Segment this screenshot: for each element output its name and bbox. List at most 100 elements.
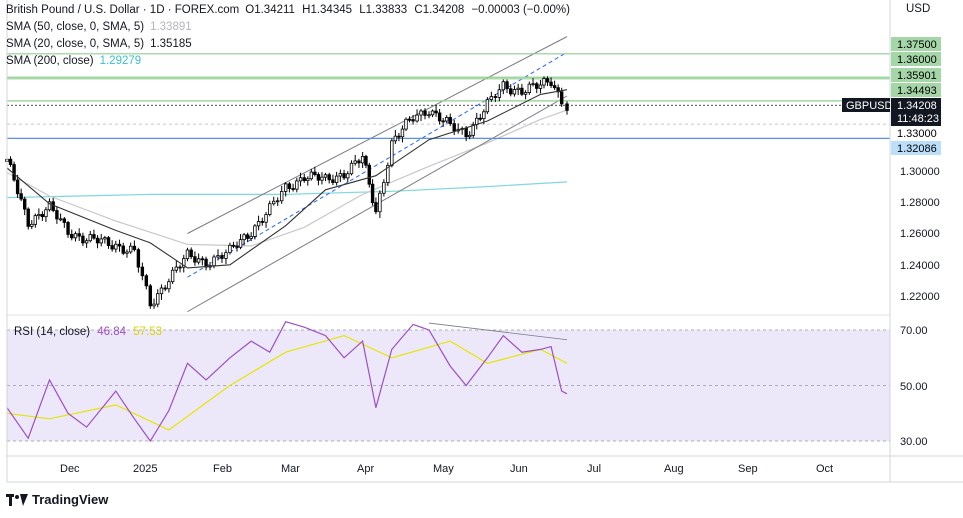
candle-up (485, 99, 490, 113)
candle-up (516, 87, 520, 90)
candle-up (279, 191, 284, 202)
rsi-lines (6, 320, 568, 443)
candle-up (497, 89, 502, 98)
sma200-value: 1.29279 (99, 55, 142, 67)
level-tag: 1.32086 (897, 143, 937, 155)
candle-down (140, 266, 145, 277)
sma200-label: SMA (200, close) (6, 55, 94, 67)
candle-down (231, 244, 236, 247)
level-tag-bg (891, 83, 941, 97)
candle-down (448, 117, 452, 125)
candle-down (331, 179, 335, 183)
candle-up (167, 281, 171, 290)
time-label: May (433, 463, 454, 475)
candle-up (467, 134, 472, 138)
sma50-line (6, 109, 568, 247)
sma20-value: 1.35185 (150, 38, 192, 50)
sma50-path (6, 109, 568, 247)
candle-down (441, 120, 445, 123)
candle-down (62, 218, 67, 223)
candle-down (505, 81, 509, 90)
sma20-line (6, 89, 568, 269)
candle-up (276, 200, 280, 203)
open-value: O1.34211 (245, 4, 295, 16)
candle-down (22, 198, 27, 210)
sma20-label: SMA (20, close, 0, SMA, 5) (6, 38, 145, 50)
candle-down (370, 183, 375, 204)
candle-down (434, 110, 438, 114)
tradingview-logo-icon (6, 493, 28, 506)
candle-up (390, 140, 394, 166)
candle-down (520, 87, 524, 95)
currency-label[interactable]: USD (906, 3, 931, 15)
high-value: H1.34345 (302, 4, 353, 16)
candle-up (264, 214, 268, 223)
time-label: Dec (60, 463, 80, 475)
candle-down (81, 235, 85, 244)
time-label: Sep (738, 463, 758, 475)
candle-up (501, 81, 506, 91)
symbol-title[interactable]: British Pound / U.S. Dollar · 1D · FOREX… (6, 4, 240, 16)
current-price-tag: 1.34208 (897, 100, 937, 112)
rsi-legend[interactable]: RSI (14, close) 46.84 57.53 (14, 326, 162, 338)
change-value: −0.00003 (−0.00%) (471, 4, 570, 16)
time-label: Aug (664, 463, 684, 475)
current-symbol-tag: GBPUSD (846, 100, 893, 112)
candle-up (353, 160, 357, 164)
sma200-legend[interactable]: SMA (200, close) 1.29279 (6, 53, 574, 70)
rsi-divergence-line (428, 322, 568, 341)
time-axis[interactable]: Dec 2025 Feb Mar Apr May Jun Jul Aug Sep… (60, 463, 833, 475)
symbol-row[interactable]: British Pound / U.S. Dollar · 1D · FOREX… (6, 2, 574, 19)
candle-down (397, 135, 401, 138)
candle-down (77, 233, 81, 237)
candle-down (291, 188, 295, 190)
candle-down (549, 81, 553, 86)
rsi-axis[interactable]: 70.00 50.00 30.00 (900, 325, 928, 448)
candle-up (393, 135, 398, 142)
candle-up (256, 221, 261, 227)
candle-up (427, 114, 431, 117)
candle-up (298, 177, 303, 182)
candle-up (185, 249, 190, 260)
candle-down (220, 255, 224, 259)
candle-up (216, 255, 220, 258)
sma20-legend[interactable]: SMA (20, close, 0, SMA, 5) 1.35185 (6, 36, 574, 53)
candle-up (182, 258, 186, 268)
candle-down (245, 234, 250, 239)
trend-channel[interactable] (187, 36, 568, 313)
rsi-tick-label: 70.00 (900, 325, 928, 337)
horizontal-levels[interactable] (7, 53, 890, 139)
candle-down (559, 91, 564, 105)
candle-down (92, 234, 96, 239)
candle-up (538, 84, 543, 89)
time-label: Oct (816, 463, 833, 475)
time-label: Jul (587, 463, 601, 475)
level-tag: 1.36000 (897, 54, 937, 66)
candle-up (84, 240, 89, 244)
candle-up (283, 183, 288, 192)
sma200-line (6, 181, 568, 199)
candle-down (327, 174, 331, 181)
candle-up (238, 239, 243, 248)
price-axis[interactable]: 1.30000 1.28000 1.26000 1.24000 1.22000 (900, 166, 940, 303)
candle-up (268, 203, 272, 215)
sma50-value: 1.33891 (150, 21, 192, 33)
candle-up (295, 180, 299, 190)
candle-up (30, 223, 34, 227)
candle-up (542, 78, 546, 86)
candle-down (552, 85, 557, 89)
sma50-label: SMA (50, close, 0, SMA, 5) (6, 21, 145, 33)
price-level-tags: 1.37500 1.36000 1.35901 1.34493 GBPUSD 1… (842, 37, 941, 155)
candle-up (349, 162, 354, 175)
candle-down (342, 173, 346, 179)
candle-down (235, 245, 239, 248)
candle-up (33, 215, 38, 225)
sma50-legend[interactable]: SMA (50, close, 0, SMA, 5) 1.33891 (6, 19, 574, 36)
footer-brand[interactable]: TradingView (6, 492, 108, 507)
time-label: 2025 (133, 463, 157, 475)
candle-down (189, 249, 193, 258)
candle-down (302, 177, 306, 181)
candle-down (437, 112, 442, 122)
rsi-ma-value: 57.53 (133, 326, 163, 338)
